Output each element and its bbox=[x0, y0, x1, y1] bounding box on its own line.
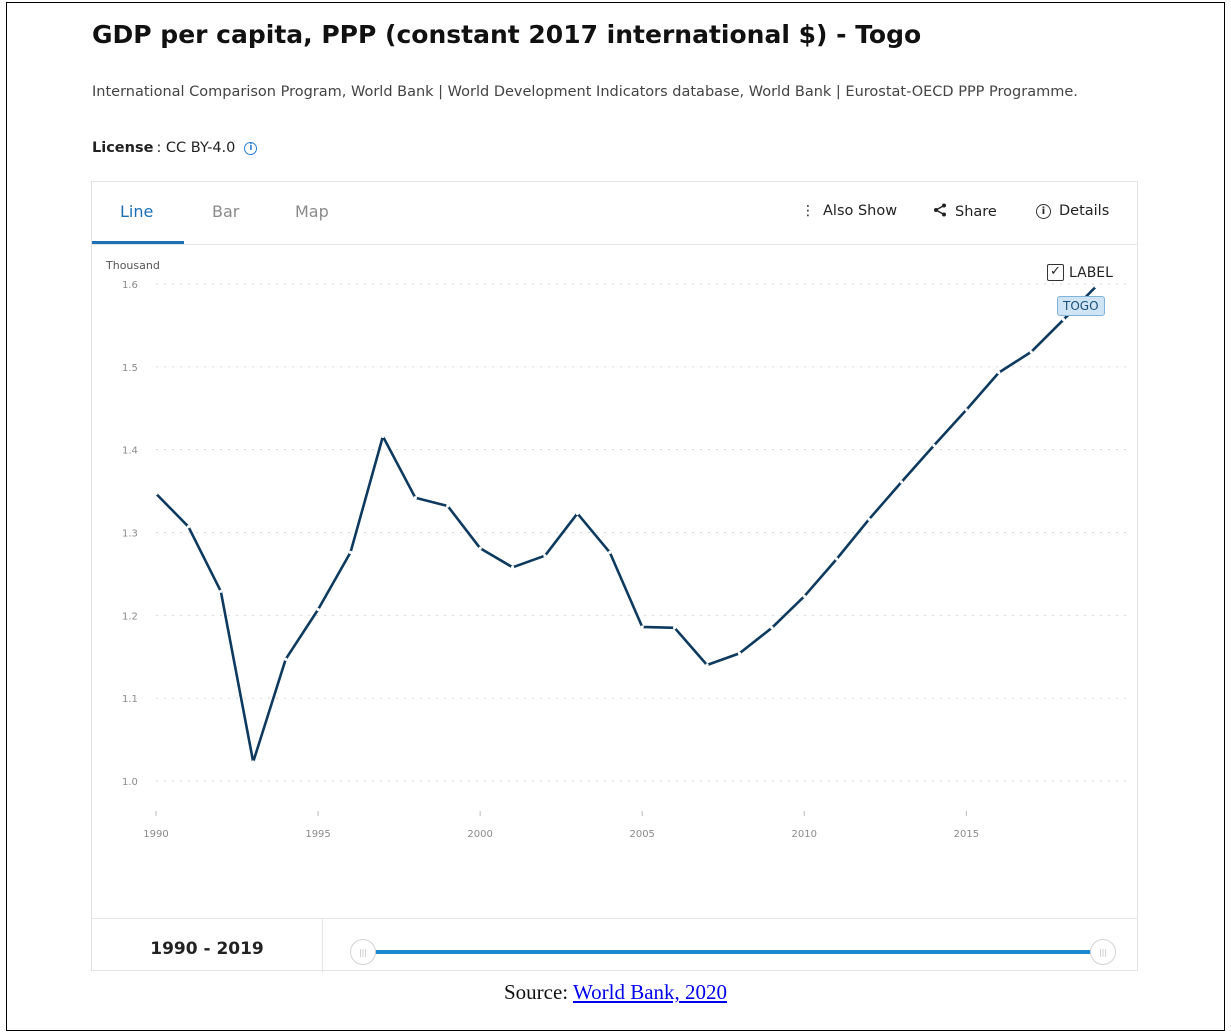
license-label: License bbox=[92, 140, 154, 156]
data-point bbox=[316, 607, 320, 612]
data-point bbox=[575, 511, 579, 516]
data-point bbox=[705, 663, 709, 667]
range-slider-track[interactable] bbox=[364, 950, 1104, 954]
info-icon: i bbox=[1036, 203, 1051, 219]
data-point bbox=[899, 480, 904, 484]
data-point bbox=[510, 565, 515, 569]
label-toggle[interactable]: ✓ LABEL bbox=[1047, 264, 1113, 281]
y-axis-unit-label: Thousand bbox=[105, 259, 160, 272]
tab-map[interactable]: Map bbox=[295, 202, 329, 221]
share-button[interactable]: Share bbox=[933, 203, 997, 221]
data-point bbox=[1061, 318, 1066, 322]
y-tick-label: 1.6 bbox=[122, 280, 138, 291]
data-point bbox=[284, 657, 288, 661]
data-point bbox=[381, 434, 385, 439]
label-toggle-text: LABEL bbox=[1069, 264, 1113, 281]
range-label: 1990 - 2019 bbox=[92, 919, 323, 973]
data-point bbox=[154, 491, 158, 496]
x-tick-label: 2015 bbox=[954, 829, 979, 840]
data-point bbox=[251, 760, 255, 764]
line-chart: Thousand 1.0 1.1 1.2 1.3 1.4 1.5 1.6 1990 1995 200… bbox=[105, 259, 1132, 840]
y-tick-label: 1.2 bbox=[122, 611, 138, 622]
data-point bbox=[673, 626, 677, 630]
chart-tabs: Line Bar Map ⋮ Also Show Share i Details bbox=[92, 182, 1137, 245]
source-list: International Comparison Program, World … bbox=[92, 84, 1078, 100]
data-point bbox=[446, 504, 450, 508]
figure-source: Source: World Bank, 2020 bbox=[0, 980, 1231, 1005]
share-label: Share bbox=[955, 204, 997, 220]
data-point bbox=[478, 546, 482, 550]
data-point bbox=[1094, 284, 1098, 289]
x-tick-label: 2005 bbox=[629, 829, 654, 840]
data-point bbox=[770, 626, 774, 630]
also-show-button[interactable]: ⋮ Also Show bbox=[801, 203, 897, 219]
data-point bbox=[997, 371, 1001, 375]
data-point bbox=[737, 651, 742, 656]
series-tag-togo: TOGO bbox=[1057, 296, 1105, 316]
source-link[interactable]: World Bank, 2020 bbox=[572, 980, 728, 1004]
data-point bbox=[608, 550, 612, 554]
also-show-label: Also Show bbox=[823, 203, 898, 219]
kebab-icon: ⋮ bbox=[801, 203, 815, 219]
data-point bbox=[348, 550, 353, 554]
y-tick-label: 1.1 bbox=[122, 694, 138, 705]
y-tick-label: 1.0 bbox=[122, 777, 138, 788]
x-tick-label: 2010 bbox=[792, 829, 817, 840]
share-icon bbox=[933, 203, 947, 221]
license-value: : CC BY-4.0 bbox=[156, 140, 236, 156]
x-tick-label: 1995 bbox=[305, 829, 330, 840]
data-point bbox=[640, 625, 644, 629]
y-tick-label: 1.4 bbox=[122, 446, 138, 457]
data-point bbox=[186, 525, 191, 529]
source-prefix: Source: bbox=[503, 980, 569, 1004]
range-start-handle[interactable]: ||| bbox=[350, 939, 376, 965]
range-end-handle[interactable]: ||| bbox=[1090, 939, 1116, 965]
data-point bbox=[867, 517, 871, 521]
data-point bbox=[543, 554, 547, 558]
details-label: Details bbox=[1059, 203, 1110, 219]
data-point bbox=[964, 408, 968, 412]
chart-panel: Line Bar Map ⋮ Also Show Share i Details… bbox=[91, 181, 1138, 973]
range-bar: 1990 - 2019 ||| ||| bbox=[92, 918, 1137, 973]
active-tab-indicator bbox=[92, 241, 184, 244]
page-title: GDP per capita, PPP (constant 2017 inter… bbox=[92, 20, 922, 49]
figure-frame bbox=[6, 2, 1225, 1031]
x-tick-label: 2000 bbox=[467, 829, 492, 840]
data-point bbox=[1029, 350, 1033, 354]
tab-line[interactable]: Line bbox=[120, 202, 154, 221]
details-button[interactable]: i Details bbox=[1036, 203, 1109, 219]
data-point bbox=[413, 496, 417, 500]
license-row: License : CC BY-4.0 i bbox=[92, 140, 258, 156]
data-point bbox=[219, 589, 223, 593]
info-icon[interactable]: i bbox=[244, 141, 258, 155]
x-tick-label: 1990 bbox=[143, 829, 168, 840]
checkbox-checked-icon[interactable]: ✓ bbox=[1047, 264, 1064, 281]
y-tick-label: 1.3 bbox=[122, 529, 138, 540]
data-point bbox=[802, 594, 806, 598]
series-line bbox=[155, 285, 1097, 764]
data-point bbox=[932, 443, 936, 448]
tab-bar[interactable]: Bar bbox=[212, 202, 240, 221]
y-tick-label: 1.5 bbox=[122, 363, 138, 374]
data-point bbox=[835, 557, 839, 561]
